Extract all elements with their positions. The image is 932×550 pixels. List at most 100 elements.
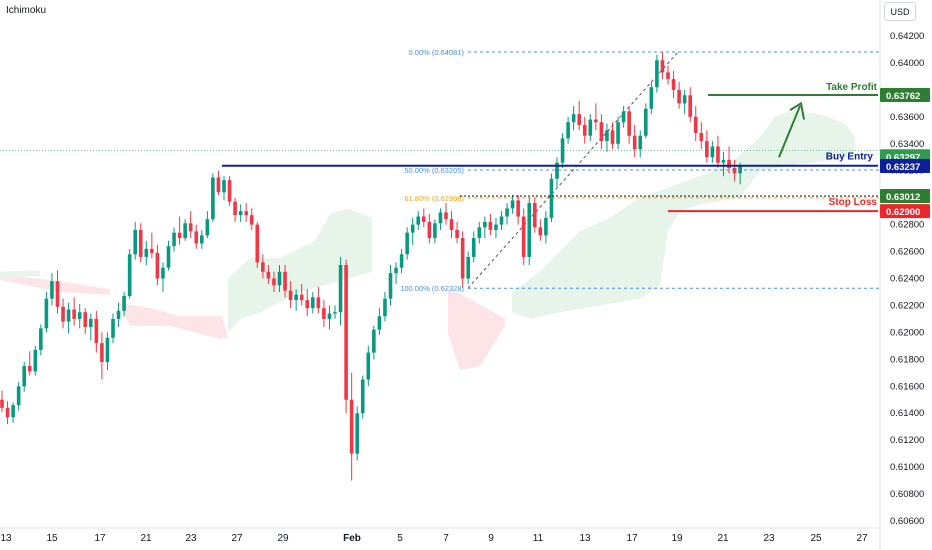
y-tick-label: 0.62000 bbox=[890, 327, 924, 338]
candle bbox=[183, 219, 187, 241]
candle-body bbox=[666, 72, 670, 80]
candle bbox=[388, 265, 393, 306]
candle-body bbox=[616, 122, 620, 144]
candle bbox=[133, 221, 137, 260]
indicator-label: Ichimoku bbox=[6, 5, 47, 16]
candle-body bbox=[460, 238, 465, 279]
candle-body bbox=[644, 108, 648, 136]
candle-body bbox=[610, 130, 615, 144]
candle-body bbox=[222, 180, 226, 193]
candle-body bbox=[194, 231, 199, 244]
price-axis: 0.642000.640000.636000.634000.632000.628… bbox=[879, 0, 930, 550]
y-tick-label: 0.61200 bbox=[890, 435, 924, 446]
candle bbox=[605, 123, 609, 152]
candle-body bbox=[632, 135, 637, 150]
candle bbox=[716, 135, 720, 169]
candle-body bbox=[61, 306, 65, 322]
candle bbox=[394, 262, 398, 284]
candle-body bbox=[560, 138, 565, 163]
candle bbox=[94, 310, 99, 353]
candle-body bbox=[183, 223, 187, 239]
candle-body bbox=[433, 223, 437, 239]
candle-body bbox=[344, 265, 348, 400]
stop-loss-label: Stop Loss bbox=[829, 197, 878, 208]
candle-body bbox=[227, 180, 232, 202]
ichimoku-cloud bbox=[0, 111, 855, 371]
currency-button[interactable]: USD bbox=[884, 2, 916, 21]
candle-body bbox=[360, 379, 365, 414]
candle-body bbox=[55, 281, 60, 307]
candle-body bbox=[283, 271, 287, 291]
candle-body bbox=[39, 328, 43, 350]
candle bbox=[161, 262, 165, 292]
candle bbox=[560, 133, 565, 169]
candle bbox=[471, 231, 476, 263]
y-tick-label: 0.60800 bbox=[890, 489, 924, 500]
trade-levels: Take Profit Buy Entry Stop Loss bbox=[222, 82, 878, 213]
x-tick-label: 27 bbox=[231, 533, 243, 544]
candle bbox=[366, 345, 371, 387]
candle bbox=[138, 223, 143, 263]
candle bbox=[266, 265, 271, 284]
fib-label: 50.00% (0.63205) bbox=[404, 166, 464, 175]
candle-body bbox=[322, 308, 326, 319]
candle-body bbox=[16, 386, 21, 406]
candle bbox=[155, 244, 160, 286]
x-tick-label: 13 bbox=[579, 533, 591, 544]
y-tick-label: 0.60600 bbox=[890, 516, 924, 527]
candle-body bbox=[638, 135, 643, 150]
candle bbox=[89, 313, 93, 341]
kumo-region bbox=[0, 274, 110, 295]
candle bbox=[211, 173, 215, 222]
candle-body bbox=[349, 399, 354, 454]
candle bbox=[727, 146, 731, 174]
buy-entry-label: Buy Entry bbox=[826, 152, 874, 163]
x-tick-label: 19 bbox=[671, 533, 683, 544]
candle-body bbox=[577, 114, 581, 125]
fib-label: 61.80% (0.62998) bbox=[404, 194, 464, 203]
candle-body bbox=[299, 294, 304, 301]
candle-body bbox=[161, 267, 165, 279]
candle bbox=[83, 308, 88, 334]
candle bbox=[316, 286, 321, 314]
candle-body bbox=[122, 296, 126, 311]
kumo-region bbox=[0, 270, 40, 279]
take-profit-label: Take Profit bbox=[826, 82, 878, 93]
candle-body bbox=[22, 366, 26, 387]
candle-body bbox=[544, 217, 548, 236]
candle-body bbox=[732, 168, 737, 174]
fib-618-tag-bg bbox=[880, 189, 930, 204]
x-tick-label: 9 bbox=[488, 533, 494, 544]
candle-body bbox=[394, 267, 398, 274]
candle bbox=[333, 305, 337, 319]
candle bbox=[721, 151, 726, 177]
candle bbox=[449, 211, 454, 239]
y-tick-label: 0.62600 bbox=[890, 247, 924, 258]
candle-body bbox=[150, 248, 154, 253]
candle bbox=[377, 308, 382, 336]
candle-body bbox=[366, 352, 371, 380]
stop-loss-tag-bg bbox=[880, 204, 930, 219]
candle bbox=[732, 159, 737, 182]
candle bbox=[405, 227, 409, 260]
candle-body bbox=[444, 212, 448, 220]
candle bbox=[538, 219, 543, 241]
candle-body bbox=[566, 122, 570, 139]
candle-body bbox=[527, 203, 532, 257]
candle-body bbox=[33, 349, 38, 372]
fib-618-tag-text: 0.63012 bbox=[886, 192, 920, 203]
candle-body bbox=[50, 281, 54, 299]
candle-body bbox=[738, 165, 742, 174]
x-tick-label: 23 bbox=[185, 533, 197, 544]
candle-body bbox=[127, 254, 132, 297]
candle-body bbox=[77, 312, 82, 319]
kumo-region bbox=[118, 302, 228, 340]
candle-body bbox=[238, 211, 243, 216]
candle bbox=[360, 375, 365, 419]
candle bbox=[582, 116, 587, 144]
x-tick-label: 15 bbox=[46, 533, 58, 544]
candle-body bbox=[177, 232, 182, 239]
candle-body bbox=[649, 87, 654, 109]
candle-body bbox=[388, 273, 393, 299]
